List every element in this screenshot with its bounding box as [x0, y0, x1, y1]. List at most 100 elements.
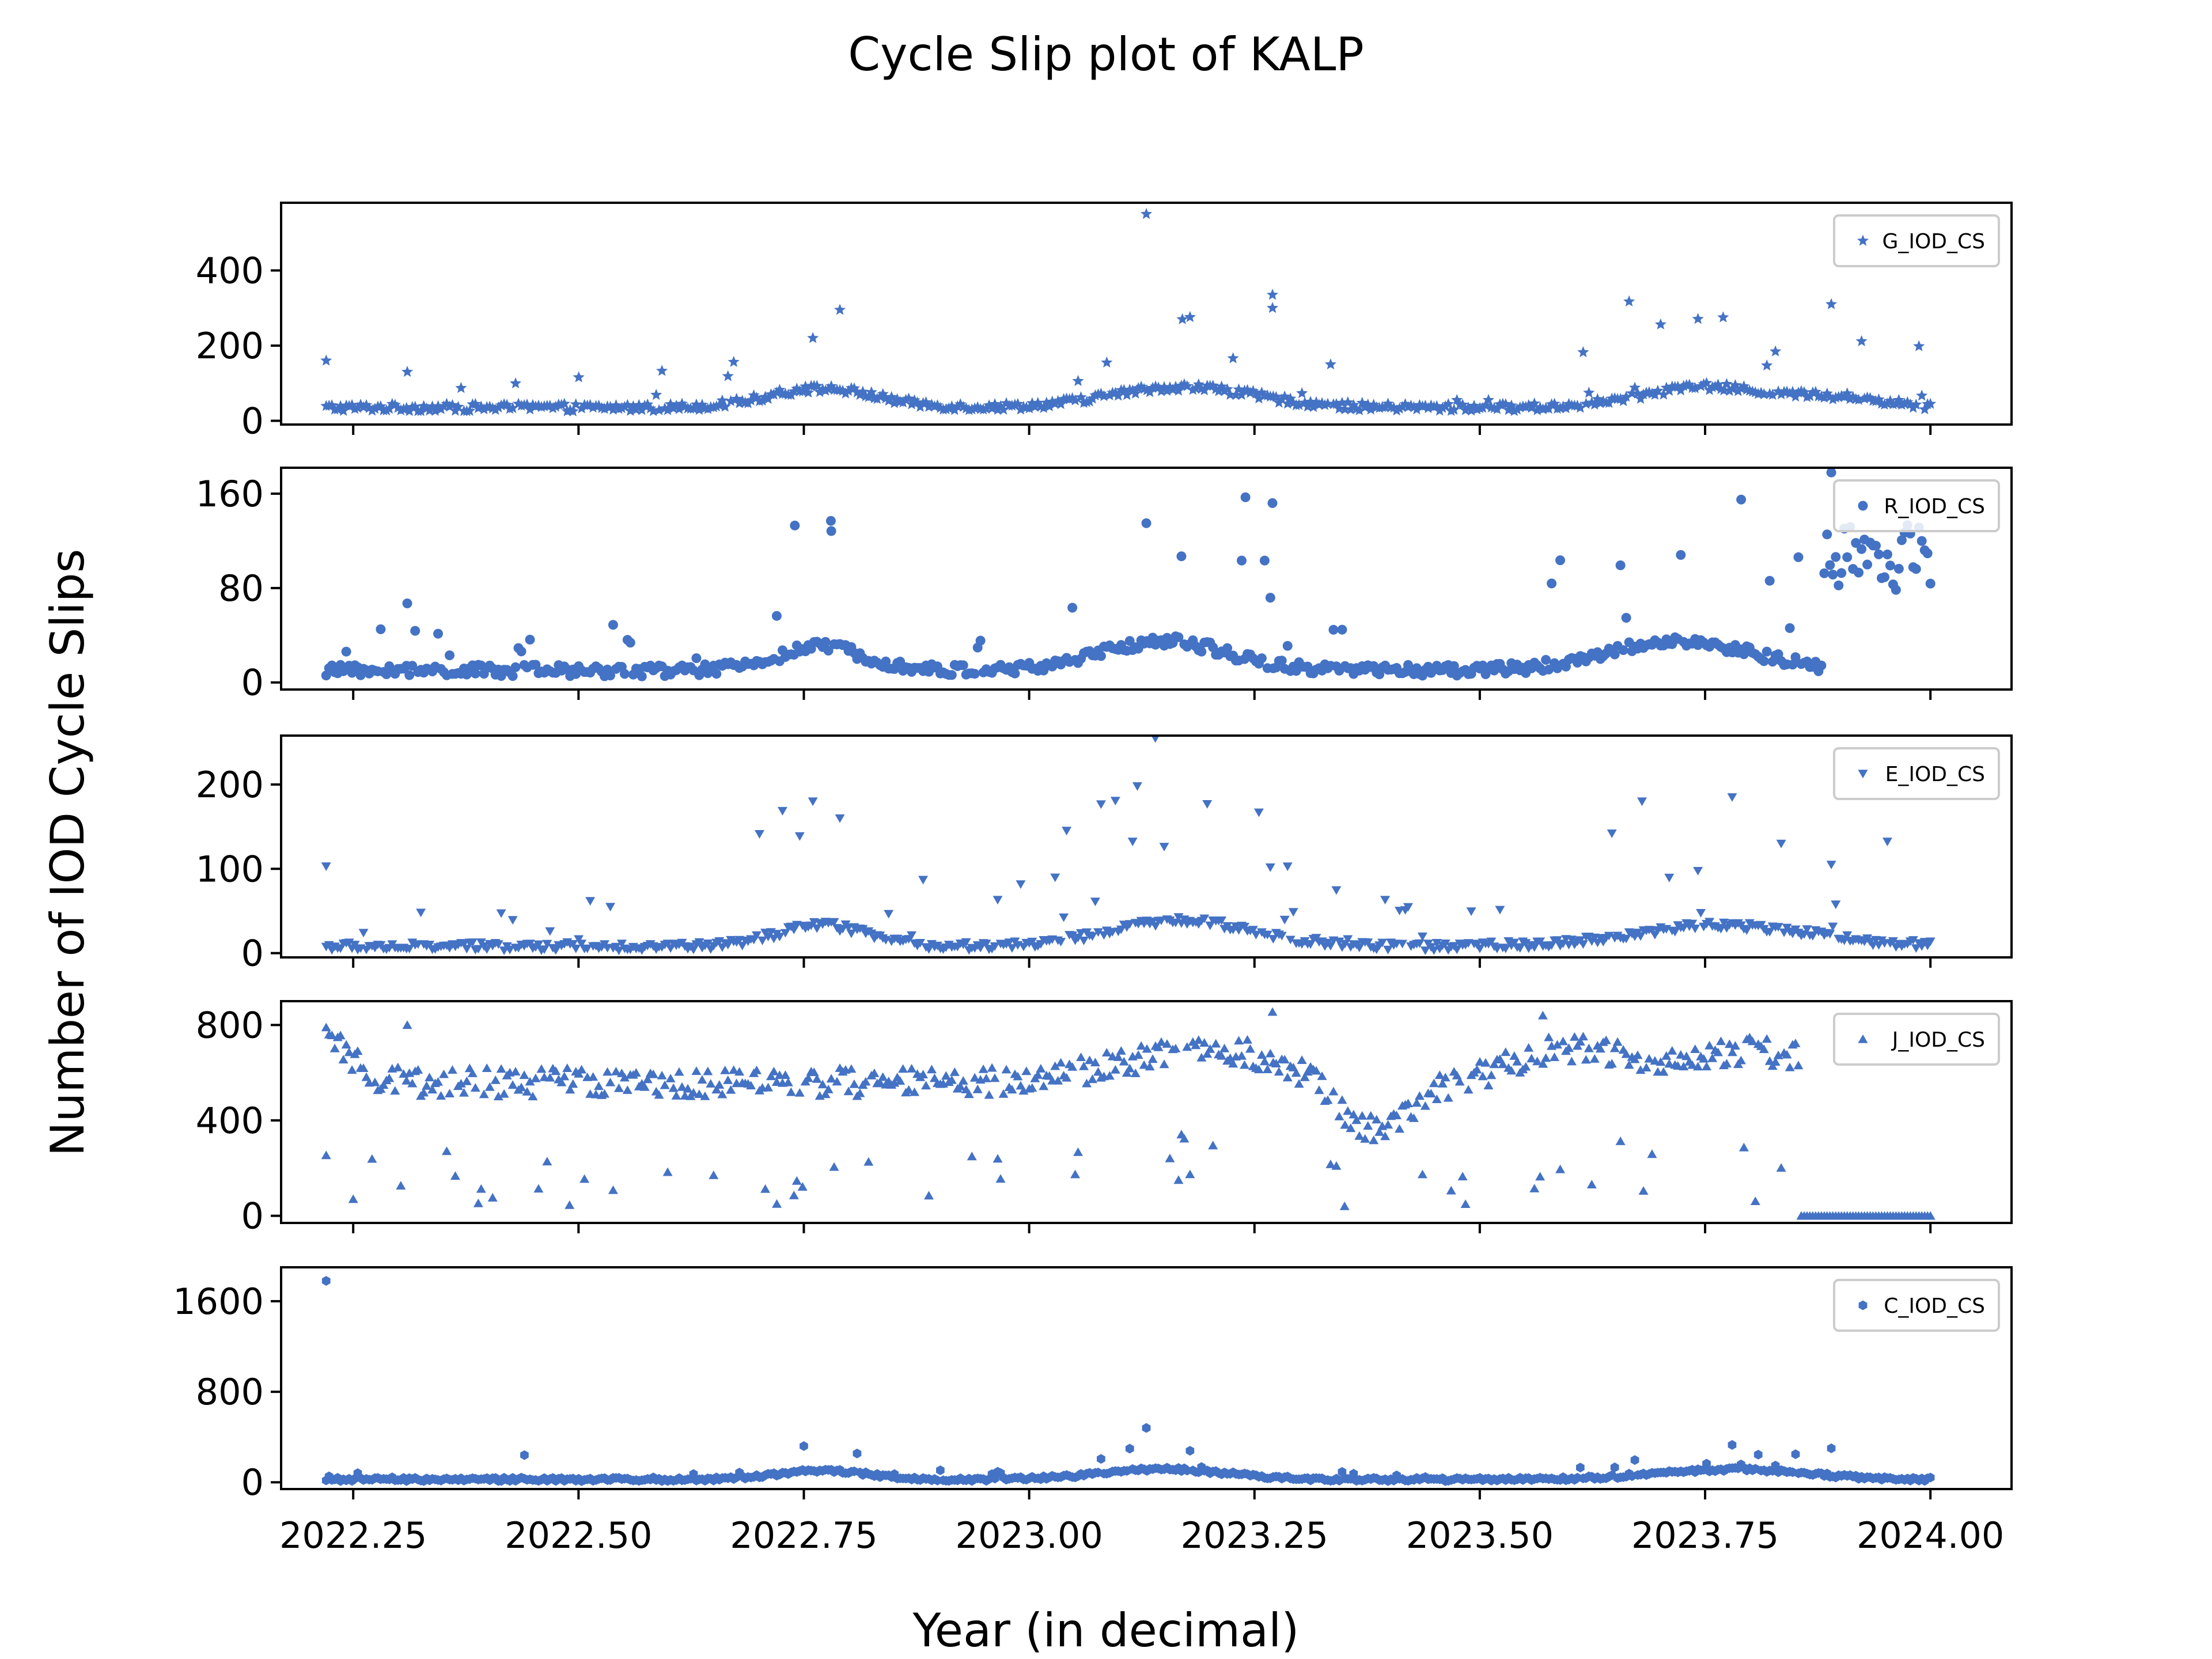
data-point	[1486, 937, 1497, 946]
data-point	[1388, 402, 1400, 413]
data-point	[1604, 931, 1614, 941]
data-point	[536, 1064, 547, 1073]
data-point	[401, 366, 414, 377]
data-point	[1004, 938, 1014, 948]
data-point	[1277, 931, 1287, 941]
data-point	[1460, 1199, 1471, 1208]
data-point	[1816, 660, 1827, 671]
data-point	[547, 402, 559, 414]
data-point	[1475, 944, 1485, 953]
data-point	[1718, 384, 1730, 396]
data-point	[1544, 664, 1554, 675]
data-point	[1707, 1053, 1718, 1062]
legend-box	[1833, 479, 2000, 532]
data-point	[820, 1089, 831, 1099]
data-point	[370, 1077, 380, 1086]
data-point	[1142, 1423, 1151, 1433]
data-point	[1162, 1039, 1172, 1048]
data-point	[1527, 1054, 1537, 1063]
data-point	[1644, 1054, 1654, 1063]
data-point	[1127, 384, 1139, 396]
data-point	[1374, 1127, 1385, 1136]
data-point	[1702, 1062, 1712, 1071]
data-point	[1618, 645, 1628, 656]
data-point	[559, 1071, 570, 1081]
data-point	[1056, 938, 1066, 946]
data-point	[1285, 935, 1296, 945]
data-point	[1182, 1042, 1192, 1051]
data-point	[496, 909, 506, 918]
data-point	[1638, 1186, 1649, 1195]
data-point	[1883, 838, 1892, 846]
data-point	[1274, 1067, 1284, 1076]
data-point	[1919, 403, 1931, 415]
data-point	[858, 925, 868, 934]
data-point	[459, 940, 469, 949]
data-point	[1683, 378, 1695, 390]
data-point	[656, 365, 668, 376]
data-point	[348, 1194, 358, 1203]
data-point	[1695, 380, 1707, 391]
data-point	[1552, 936, 1562, 945]
data-point	[582, 944, 593, 953]
data-point	[1036, 1064, 1046, 1073]
data-point	[1633, 1050, 1643, 1059]
data-point	[1650, 1056, 1660, 1065]
data-point	[1178, 378, 1190, 389]
y-tick-label: 200	[196, 764, 264, 806]
data-point	[1434, 1070, 1445, 1080]
data-point	[1325, 1160, 1336, 1168]
data-point	[1696, 909, 1706, 918]
data-point	[545, 927, 555, 936]
subplot-stack: 0 200 400 G_IOD_CS 0 80 160 R_IOD_CS 0 100 200 E_IO…	[173, 202, 2013, 1556]
data-point	[1067, 603, 1078, 613]
data-point	[1440, 940, 1450, 948]
data-point	[1762, 646, 1772, 657]
data-point	[1156, 916, 1166, 926]
data-point	[1495, 906, 1505, 915]
data-point	[1506, 1066, 1517, 1075]
data-point	[1076, 1052, 1086, 1061]
data-point	[1759, 656, 1769, 666]
data-point	[1032, 397, 1044, 408]
data-point	[1062, 1073, 1072, 1082]
data-point	[1716, 925, 1726, 934]
data-point	[390, 1086, 400, 1095]
data-point	[955, 398, 967, 410]
data-point	[533, 1184, 544, 1193]
data-point	[1256, 387, 1268, 398]
data-point	[790, 520, 800, 531]
data-point	[1576, 1463, 1585, 1473]
data-point	[1132, 382, 1145, 393]
data-point	[1827, 1443, 1836, 1453]
data-point	[490, 403, 502, 415]
data-point	[826, 526, 836, 536]
data-point	[662, 1167, 673, 1176]
data-point	[605, 903, 615, 912]
data-point	[1790, 1039, 1801, 1047]
data-point	[1208, 1141, 1218, 1150]
data-point	[1583, 387, 1595, 398]
data-point	[631, 1068, 641, 1077]
data-point	[1578, 940, 1588, 949]
data-point	[1294, 1079, 1304, 1088]
legend-box	[1833, 747, 2000, 800]
data-point	[720, 1065, 730, 1074]
data-point	[321, 862, 331, 871]
data-point	[1476, 402, 1489, 413]
data-point	[757, 936, 767, 945]
data-point	[1158, 381, 1171, 392]
data-point	[1098, 390, 1110, 402]
data-point	[1661, 1051, 1672, 1060]
data-point	[1076, 929, 1086, 938]
data-point	[857, 385, 869, 397]
data-point	[1719, 918, 1729, 927]
data-point	[1761, 359, 1773, 371]
x-tick-label: 2023.00	[955, 1514, 1103, 1556]
data-point	[729, 1065, 739, 1074]
data-point	[1793, 552, 1804, 562]
data-point	[353, 1046, 363, 1055]
data-point	[728, 355, 740, 367]
data-point	[1785, 623, 1795, 633]
data-point	[1070, 1169, 1080, 1179]
